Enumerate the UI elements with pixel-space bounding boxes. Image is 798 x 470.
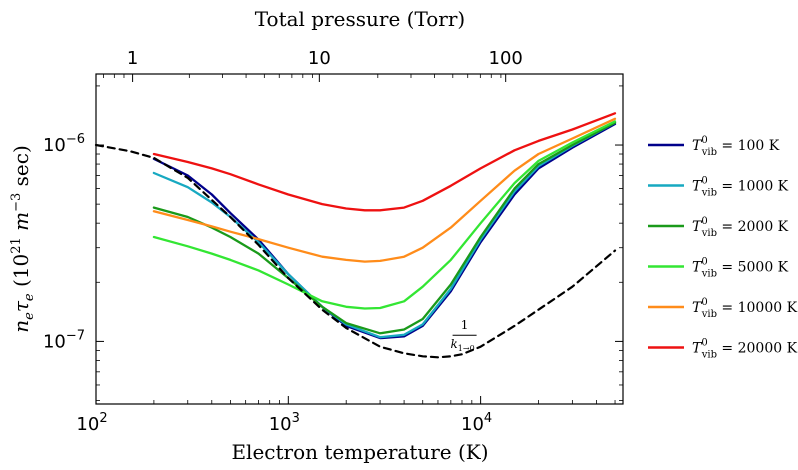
series-line-5 <box>152 112 617 212</box>
x-axis-ticks: 102 103 104 <box>76 396 616 435</box>
svg-text:neτe (1021 m−3 sec): neτe (1021 m−3 sec) <box>9 145 37 333</box>
annotation-layer: 1 k1→0 <box>451 318 477 353</box>
legend-label-0: T0 vib = 100 K <box>692 135 780 158</box>
legend-label-2: T0 vib = 2000 K <box>692 216 789 239</box>
legend-label-3: T0 vib = 5000 K <box>692 257 789 280</box>
series-line-2 <box>152 121 617 335</box>
top-tick-label-2: 100 <box>489 48 523 69</box>
series-line-4 <box>152 117 617 263</box>
plot-frame <box>95 73 624 405</box>
x-tick-label-2: 104 <box>461 411 492 435</box>
top-axis-title: Total pressure (Torr) <box>255 7 465 31</box>
x-axis-label: Electron temperature (K) <box>231 440 488 464</box>
series-line-3 <box>152 120 617 310</box>
legend-label-5: T0 vib = 20000 K <box>692 338 798 361</box>
top-tick-label-1: 10 <box>308 48 331 69</box>
x-tick-label-0: 102 <box>76 411 107 435</box>
x-tick-label-1: 103 <box>269 411 300 435</box>
y-axis-ticks: 10−6 10−7 <box>43 85 623 401</box>
y-tick-label-0: 10−6 <box>43 132 85 156</box>
annotation-denominator-0: k1→0 <box>451 337 475 353</box>
annotation-numerator-0: 1 <box>461 318 469 332</box>
y-tick-label-1: 10−7 <box>43 328 85 352</box>
top-axis-ticks: 1 10 100 <box>103 48 523 82</box>
legend: T0 vib = 100 K T0 vib = 1000 K T0 vib = 2000 … <box>648 135 798 361</box>
series-line-6 <box>94 143 617 359</box>
legend-label-4: T0 vib = 10000 K <box>692 297 798 320</box>
legend-label-1: T0 vib = 1000 K <box>692 176 789 199</box>
y-axis-label: neτe (1021 m−3 sec) <box>9 145 37 333</box>
series-layer <box>94 112 617 359</box>
top-tick-label-0: 1 <box>127 48 138 69</box>
